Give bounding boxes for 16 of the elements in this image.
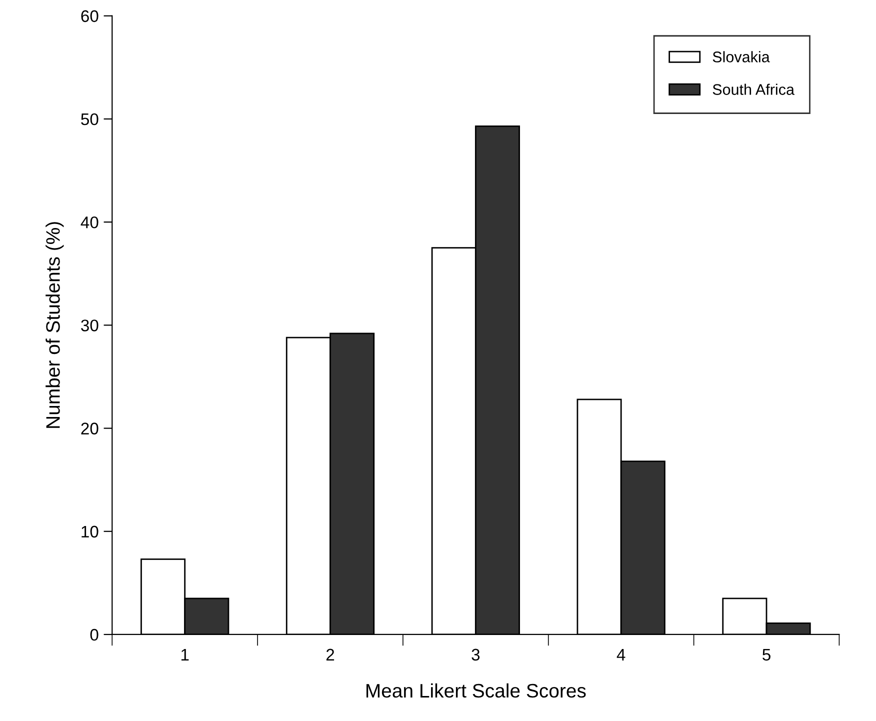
legend-label: South Africa <box>712 84 794 95</box>
y-tick-label: 40 <box>80 216 98 228</box>
x-tick-label: 5 <box>762 648 770 661</box>
y-tick-label: 20 <box>81 422 98 434</box>
y-axis-title: Number of Students (%) <box>46 222 64 428</box>
x-tick-label: 2 <box>326 648 334 660</box>
x-tick-label: 4 <box>616 648 626 660</box>
x-tick-label: 3 <box>472 648 480 661</box>
y-tick-label: 60 <box>81 10 98 22</box>
y-tick-label: 30 <box>81 320 98 332</box>
legend-label: Slovakia <box>712 51 770 62</box>
y-tick-label: 0 <box>90 628 98 641</box>
x-tick-label: 1 <box>181 648 189 660</box>
y-tick-label: 50 <box>81 113 98 126</box>
x-axis-title: Mean Likert Scale Scores <box>366 683 586 698</box>
y-tick-label: 10 <box>82 526 98 538</box>
